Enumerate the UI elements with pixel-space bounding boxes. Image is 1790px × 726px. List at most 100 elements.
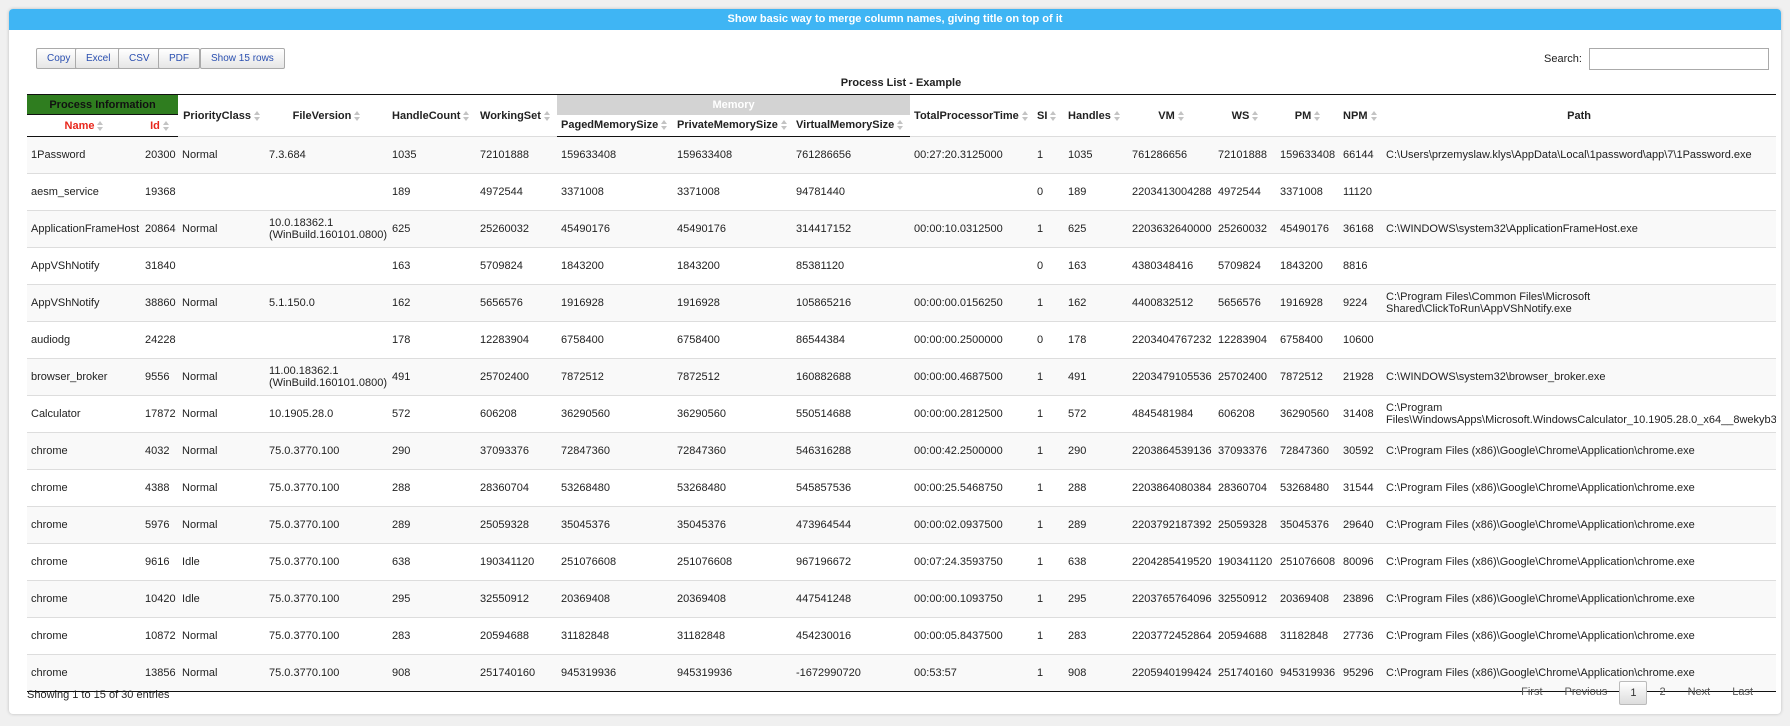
column-header[interactable]: WorkingSet xyxy=(476,95,557,137)
table-cell: 159633408 xyxy=(557,136,674,174)
table-cell: 454230016 xyxy=(792,617,911,655)
column-header[interactable]: Path xyxy=(1382,95,1776,137)
table-cell: 288 xyxy=(388,469,477,507)
table-cell: 6758400 xyxy=(1276,321,1340,359)
table-cell: 20369408 xyxy=(1276,580,1340,618)
table-cell: 20594688 xyxy=(476,617,558,655)
table-cell: 6758400 xyxy=(673,321,793,359)
table-cell: 36290560 xyxy=(557,395,674,433)
table-cell xyxy=(265,247,389,285)
table-cell: 10420 xyxy=(141,580,179,618)
table-cell: chrome xyxy=(27,543,141,581)
table-cell: 1 xyxy=(1033,543,1065,581)
page-button[interactable]: 2 xyxy=(1659,686,1666,698)
table-row: browser_broker 9556 Normal 11.00.18362.1 (W… xyxy=(27,358,1777,396)
table-cell: 2203479105536 xyxy=(1128,358,1215,396)
table-cell: 1 xyxy=(1033,210,1065,248)
column-header[interactable]: PriorityClass xyxy=(178,95,265,137)
table-cell: 66144 xyxy=(1339,136,1383,174)
table-cell: 20369408 xyxy=(673,580,793,618)
table-cell: AppVShNotify xyxy=(27,284,141,322)
table-cell: Normal xyxy=(178,136,266,174)
page-button[interactable]: 1 xyxy=(1619,681,1648,705)
table-cell: 4972544 xyxy=(476,173,558,211)
toolbar-button[interactable]: CSV xyxy=(118,48,161,69)
table-cell: 761286656 xyxy=(1128,136,1215,174)
table-cell: Normal xyxy=(178,617,266,655)
table-cell: 3371008 xyxy=(1276,173,1340,211)
title-bar: Show basic way to merge column names, gi… xyxy=(9,9,1781,30)
table-cell: 37093376 xyxy=(1214,432,1277,470)
toolbar-button[interactable]: Excel xyxy=(75,48,122,69)
column-header-text: PagedMemorySize xyxy=(561,119,659,132)
table-cell: 606208 xyxy=(476,395,558,433)
table-cell: 251740160 xyxy=(1214,654,1277,692)
table-cell: 9556 xyxy=(141,358,179,396)
search-label: Search: xyxy=(1544,53,1582,65)
table-cell: 94781440 xyxy=(792,173,911,211)
column-group-header: Memory xyxy=(557,94,911,115)
column-header[interactable]: PagedMemorySize xyxy=(557,114,674,137)
table-cell: 00:00:10.0312500 xyxy=(910,210,1034,248)
column-header[interactable]: PrivateMemorySize xyxy=(673,114,793,137)
page-button[interactable]: Previous xyxy=(1564,686,1608,698)
column-header[interactable]: Name xyxy=(27,114,141,137)
table-cell xyxy=(1382,247,1777,285)
table-cell: 00:00:00.2812500 xyxy=(910,395,1034,433)
table-row: chrome 13856 Normal 75.0.3770.100 908 2517401… xyxy=(27,654,1777,692)
table-row: chrome 4388 Normal 75.0.3770.100 288 28360704… xyxy=(27,469,1777,507)
table-cell: 159633408 xyxy=(1276,136,1340,174)
column-header[interactable]: VirtualMemorySize xyxy=(792,114,911,137)
column-header-text: VM xyxy=(1158,109,1175,122)
page-button[interactable]: Last xyxy=(1732,686,1753,698)
column-header[interactable]: NPM xyxy=(1339,95,1382,137)
table-cell: 20300 xyxy=(141,136,179,174)
sort-icon xyxy=(897,120,904,131)
table-cell: 00:00:00.4687500 xyxy=(910,358,1034,396)
column-header[interactable]: PM xyxy=(1276,95,1339,137)
column-header[interactable]: HandleCount xyxy=(388,95,476,137)
table-cell: 1916928 xyxy=(1276,284,1340,322)
column-header[interactable]: VM xyxy=(1128,95,1214,137)
table-cell: 967196672 xyxy=(792,543,911,581)
table-cell: Normal xyxy=(178,469,266,507)
page-button[interactable]: First xyxy=(1521,686,1543,698)
table-cell: 10.1905.28.0 xyxy=(265,395,389,433)
table-cell: 35045376 xyxy=(557,506,674,544)
table-cell: 25702400 xyxy=(1214,358,1277,396)
table-cell: 36290560 xyxy=(1276,395,1340,433)
table-cell: 32550912 xyxy=(476,580,558,618)
table-cell: 7872512 xyxy=(673,358,793,396)
search-input[interactable] xyxy=(1589,48,1769,70)
table-cell: 00:00:25.5468750 xyxy=(910,469,1034,507)
table-cell: 36290560 xyxy=(673,395,793,433)
table-cell: C:\WINDOWS\system32\ApplicationFrameHost… xyxy=(1382,210,1777,248)
column-header[interactable]: TotalProcessorTime xyxy=(910,95,1033,137)
table-cell: 290 xyxy=(1064,432,1129,470)
table-cell: chrome xyxy=(27,432,141,470)
table-cell: 75.0.3770.100 xyxy=(265,654,389,692)
table-cell: 53268480 xyxy=(557,469,674,507)
table-cell: 189 xyxy=(388,173,477,211)
table-cell: 72847360 xyxy=(673,432,793,470)
table-cell: 28360704 xyxy=(1214,469,1277,507)
column-header[interactable]: Id xyxy=(141,114,179,137)
column-header[interactable]: FileVersion xyxy=(265,95,388,137)
toolbar-button[interactable]: PDF xyxy=(158,48,200,69)
table-cell: 85381120 xyxy=(792,247,911,285)
toolbar-button[interactable]: Show 15 rows xyxy=(200,48,285,69)
table-caption: Process List - Example xyxy=(840,77,962,89)
table-cell: audiodg xyxy=(27,321,141,359)
table-cell: 7872512 xyxy=(557,358,674,396)
column-header[interactable]: WS xyxy=(1214,95,1276,137)
page-button[interactable]: Next xyxy=(1687,686,1711,698)
table-cell: Normal xyxy=(178,358,266,396)
table-cell: 1 xyxy=(1033,358,1065,396)
table-cell: 25702400 xyxy=(476,358,558,396)
column-header[interactable]: Handles xyxy=(1064,95,1128,137)
column-header[interactable]: SI xyxy=(1033,95,1064,137)
table-cell: 945319936 xyxy=(557,654,674,692)
table-cell: 1843200 xyxy=(1276,247,1340,285)
table-cell: 908 xyxy=(1064,654,1129,692)
table-cell: 24228 xyxy=(141,321,179,359)
